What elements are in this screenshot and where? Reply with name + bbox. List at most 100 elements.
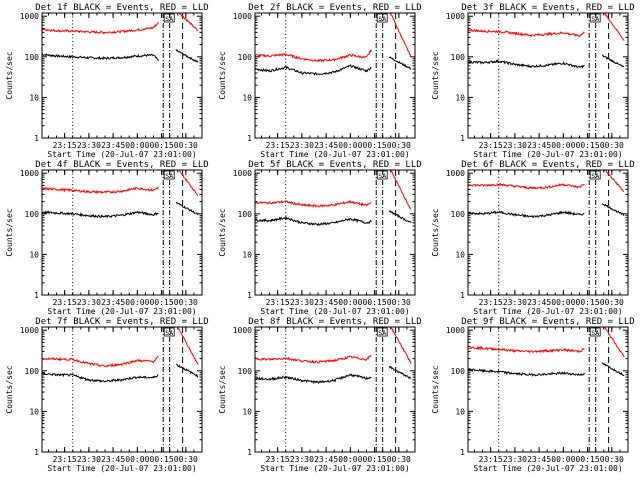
- series-recovery-events: [175, 201, 199, 216]
- saa-box: [589, 327, 601, 337]
- x-tick-label: 00:15: [576, 455, 600, 464]
- x-tick-label: 23:15: [266, 455, 290, 464]
- x-tick-label: 23:30: [77, 298, 101, 307]
- x-tick-label: 00:30: [387, 298, 411, 307]
- x-tick-label: 23:15: [479, 298, 503, 307]
- y-axis-label: Counts/sec: [218, 365, 227, 413]
- x-tick-label: 00:30: [174, 455, 198, 464]
- x-tick-label: 23:15: [479, 455, 503, 464]
- plot-title: Det 5f BLACK = Events, RED = LLD: [248, 160, 421, 170]
- x-tick-label: 00:15: [150, 455, 174, 464]
- x-tick-label: 23:45: [101, 141, 125, 150]
- y-tick-label: 1: [247, 448, 252, 457]
- series-recovery-lld: [389, 12, 412, 58]
- y-tick-label: 1: [247, 134, 252, 143]
- x-tick-label: 23:30: [290, 298, 314, 307]
- y-tick-label: 100: [238, 367, 253, 376]
- x-axis-label: Start Time (20-Jul-07 23:01:00): [473, 307, 622, 316]
- x-tick-label: 23:45: [101, 298, 125, 307]
- series-line-events: [254, 373, 372, 385]
- plot-det-3: Det 3f BLACK = Events, RED = LLD Counts/s…: [431, 3, 635, 159]
- y-tick-label: 10: [242, 250, 252, 259]
- x-tick-label: 23:45: [527, 455, 551, 464]
- y-tick-label: 100: [25, 210, 40, 219]
- x-tick-label: 00:30: [600, 141, 624, 150]
- y-tick-label: 10: [455, 250, 465, 259]
- x-tick-label: 00:30: [174, 141, 198, 150]
- y-tick-label: 1: [460, 291, 465, 300]
- y-tick-label: 10: [242, 93, 252, 102]
- y-tick-label: 100: [238, 210, 253, 219]
- series-recovery-events: [388, 56, 412, 70]
- y-tick-label: 1: [34, 291, 39, 300]
- saa-label: SA: [378, 172, 386, 180]
- x-axis-label: Start Time (20-Jul-07 23:01:00): [260, 464, 409, 473]
- plot-det-5: Det 5f BLACK = Events, RED = LLD Counts/s…: [218, 160, 422, 316]
- y-axis-label: Counts/sec: [5, 208, 14, 256]
- series-recovery-lld: [602, 169, 625, 193]
- x-tick-label: 23:45: [527, 298, 551, 307]
- series-line-lld: [467, 28, 585, 38]
- saa-label: SA: [165, 329, 173, 337]
- x-tick-label: 00:30: [387, 455, 411, 464]
- x-axis-label: Start Time (20-Jul-07 23:01:00): [47, 150, 196, 159]
- series-line-events: [41, 53, 159, 62]
- x-tick-label: 23:15: [53, 298, 77, 307]
- x-tick-label: 00:15: [150, 141, 174, 150]
- plot-title: Det 1f BLACK = Events, RED = LLD: [35, 3, 208, 13]
- series-recovery-events: [175, 48, 199, 63]
- y-tick-label: 100: [238, 53, 253, 62]
- x-tick-label: 00:15: [150, 298, 174, 307]
- x-tick-label: 00:00: [125, 141, 149, 150]
- plot-title: Det 8f BLACK = Events, RED = LLD: [248, 317, 421, 327]
- y-tick-label: 100: [451, 367, 466, 376]
- y-axis-label: Counts/sec: [431, 365, 440, 413]
- plot-det-1: Det 1f BLACK = Events, RED = LLD Counts/s…: [5, 3, 209, 159]
- x-tick-label: 23:45: [527, 141, 551, 150]
- plot-det-4: Det 4f BLACK = Events, RED = LLD Counts/s…: [5, 160, 209, 316]
- x-tick-label: 23:15: [479, 141, 503, 150]
- series-line-lld: [41, 355, 159, 368]
- x-tick-label: 00:00: [551, 141, 575, 150]
- x-axis-label: Start Time (20-Jul-07 23:01:00): [260, 307, 409, 316]
- x-axis-label: Start Time (20-Jul-07 23:01:00): [473, 464, 622, 473]
- x-tick-label: 00:30: [600, 298, 624, 307]
- x-tick-label: 00:30: [387, 141, 411, 150]
- series-recovery-lld: [602, 12, 625, 41]
- x-tick-label: 23:15: [266, 141, 290, 150]
- y-tick-label: 100: [451, 53, 466, 62]
- x-tick-label: 00:15: [363, 455, 387, 464]
- y-tick-label: 10: [455, 407, 465, 416]
- plot-frame: [41, 326, 203, 453]
- y-tick-label: 10: [29, 250, 39, 259]
- y-axis-label: Counts/sec: [5, 51, 14, 99]
- x-tick-label: 00:15: [576, 141, 600, 150]
- x-tick-label: 23:30: [503, 455, 527, 464]
- x-tick-label: 23:30: [503, 298, 527, 307]
- saa-box: [589, 13, 601, 23]
- y-tick-label: 1000: [20, 326, 39, 335]
- x-tick-label: 23:15: [53, 141, 77, 150]
- plot-det-9: Det 9f BLACK = Events, RED = LLD Counts/s…: [431, 317, 635, 473]
- x-tick-label: 00:30: [174, 298, 198, 307]
- plot-frame: [41, 169, 203, 296]
- saa-label: SA: [378, 329, 386, 337]
- x-tick-label: 23:15: [53, 455, 77, 464]
- plot-frame: [467, 326, 629, 453]
- series-line-events: [467, 59, 585, 69]
- x-tick-label: 23:45: [314, 455, 338, 464]
- series-recovery-events: [388, 365, 412, 379]
- saa-box: [589, 170, 601, 180]
- x-axis-label: Start Time (20-Jul-07 23:01:00): [473, 150, 622, 159]
- x-tick-label: 23:45: [314, 141, 338, 150]
- series-line-lld: [467, 345, 585, 354]
- series-recovery-events: [601, 362, 625, 377]
- saa-label: SA: [165, 172, 173, 180]
- saa-box: [163, 327, 175, 337]
- plot-frame: [254, 326, 416, 453]
- saa-label: SA: [378, 15, 386, 23]
- y-tick-label: 1000: [233, 169, 252, 178]
- y-tick-label: 1000: [233, 12, 252, 21]
- x-tick-label: 23:30: [503, 141, 527, 150]
- y-tick-label: 1000: [20, 169, 39, 178]
